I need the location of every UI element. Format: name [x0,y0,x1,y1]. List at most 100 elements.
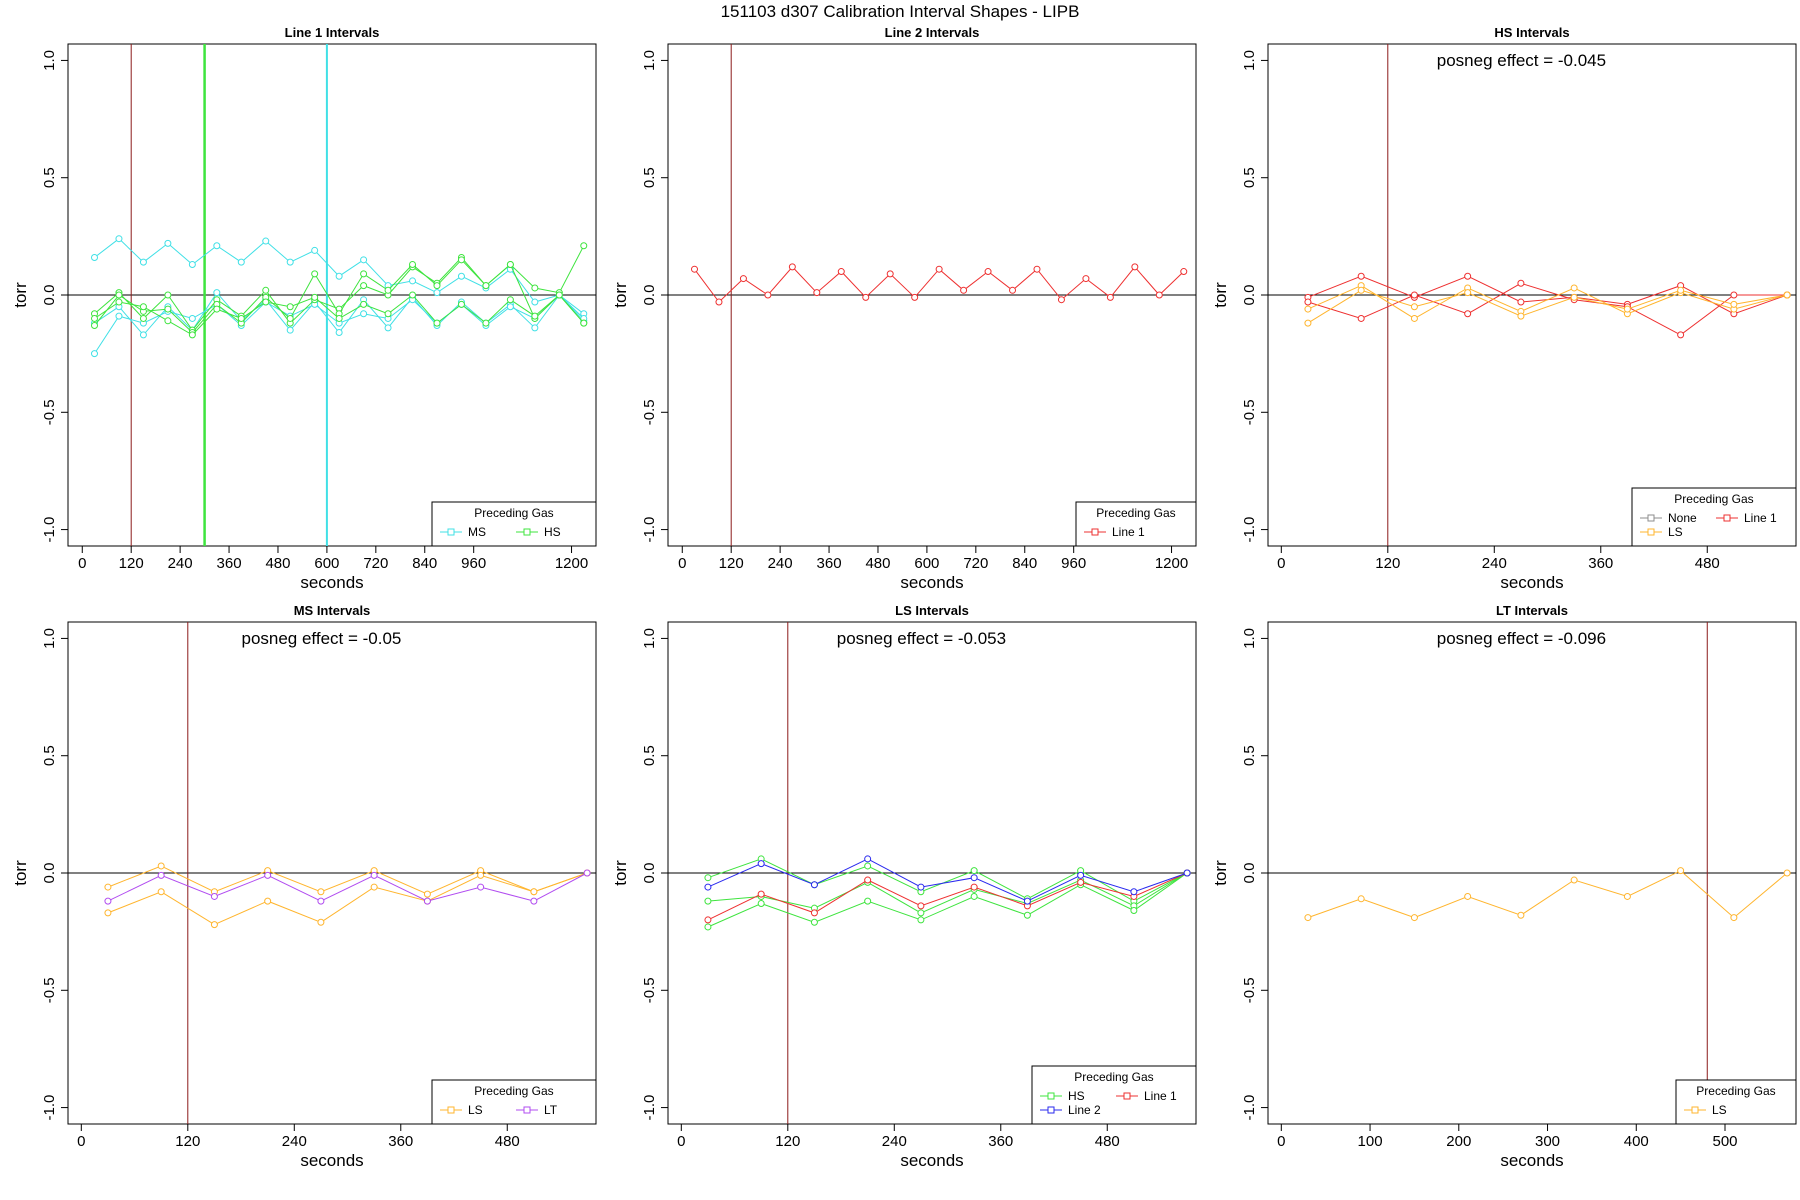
data-point [1464,289,1472,297]
y-tick-label: 0.5 [1241,745,1258,766]
data-point [360,310,368,318]
data-point [157,888,165,896]
data-point [157,862,165,870]
data-point [188,314,196,322]
x-tick-label: 600 [914,555,939,572]
data-point [970,883,978,891]
chart-title: LT Intervals [1496,603,1568,618]
data-point [1570,293,1578,301]
data-point [311,246,319,254]
legend-entry-label: LT [544,1103,558,1117]
posneg-annotation: posneg effect = -0.053 [837,629,1006,648]
data-point [482,319,490,327]
x-tick-label: 480 [1695,555,1720,572]
legend-swatch-marker [1691,1106,1699,1114]
data-point [317,897,325,905]
legend-swatch-marker [1647,528,1655,536]
data-point [286,326,294,334]
data-point [360,282,368,290]
legend-swatch-marker [1091,528,1099,536]
x-tick-label: 240 [768,555,793,572]
y-tick-label: 0.0 [41,863,58,884]
chart-title: Line 2 Intervals [885,25,980,40]
x-tick-label: 840 [412,555,437,572]
legend-entry-label: Line 1 [1744,511,1777,525]
x-axis-label: seconds [900,1151,963,1170]
data-point [1623,305,1631,313]
data-point [1183,869,1191,877]
data-point [433,282,441,290]
data-point [739,275,747,283]
data-point [237,314,245,322]
x-tick-label: 480 [265,555,290,572]
data-point [104,883,112,891]
y-tick-label: 0.5 [41,167,58,188]
y-tick-label: -0.5 [1241,399,1258,425]
data-point [886,270,894,278]
series-line [107,865,588,895]
legend-entry-label: LS [468,1103,483,1117]
series-line [107,872,588,902]
x-tick-label: 400 [1624,1133,1649,1150]
data-point [409,277,417,285]
y-axis-label: torr [611,860,630,886]
y-tick-label: 0.0 [1241,285,1258,306]
x-tick-label: 600 [314,555,339,572]
data-point [433,289,441,297]
legend: Preceding Gas LS LT [431,1079,597,1125]
data-point [864,862,872,870]
data-point [506,303,514,311]
legend-swatch-marker [447,528,455,536]
data-point [1155,291,1163,299]
data-point [1033,265,1041,273]
y-axis-label: torr [11,282,30,308]
series-line [707,872,1188,914]
data-point [1517,279,1525,287]
data-point [139,314,147,322]
data-point [704,916,712,924]
x-tick-label: 300 [1535,1133,1560,1150]
x-tick-label: 0 [1277,1133,1285,1150]
data-point [531,312,539,320]
data-point [91,314,99,322]
data-point [1023,911,1031,919]
data-point [1410,291,1418,299]
data-point [970,867,978,875]
data-point [423,897,431,905]
data-point [457,300,465,308]
x-tick-label: 480 [495,1133,520,1150]
y-tick-label: 0.0 [641,863,658,884]
data-point [506,261,514,269]
x-tick-label: 720 [363,555,388,572]
data-point [1023,897,1031,905]
legend-box [1075,501,1197,547]
data-point [810,918,818,926]
x-axis-label: seconds [1500,573,1563,592]
chart-title: LS Intervals [895,603,969,618]
x-tick-label: 240 [1482,555,1507,572]
data-point [1410,914,1418,922]
x-axis-label: seconds [900,573,963,592]
x-tick-label: 120 [1375,555,1400,572]
x-tick-label: 500 [1712,1133,1737,1150]
data-point [1357,895,1365,903]
data-point [1304,305,1312,313]
panel-lt-intervals: LT Intervals 0 100 200 300 400 500 seconds -1.0 -… [1200,598,1800,1178]
x-tick-label: 960 [1061,555,1086,572]
y-tick-label: -1.0 [641,517,658,543]
y-tick-label: 1.0 [41,628,58,649]
legend-entry-label: LS [1668,525,1683,539]
y-tick-label: 1.0 [641,628,658,649]
data-point [213,242,221,250]
data-point [1304,914,1312,922]
data-point [704,923,712,931]
legend-box [1031,1065,1197,1125]
data-point [139,303,147,311]
data-point [1357,286,1365,294]
y-tick-label: -1.0 [1241,1095,1258,1121]
data-point [115,235,123,243]
data-point [917,916,925,924]
data-point [970,892,978,900]
y-tick-label: 1.0 [641,50,658,71]
legend-box [1631,487,1797,547]
